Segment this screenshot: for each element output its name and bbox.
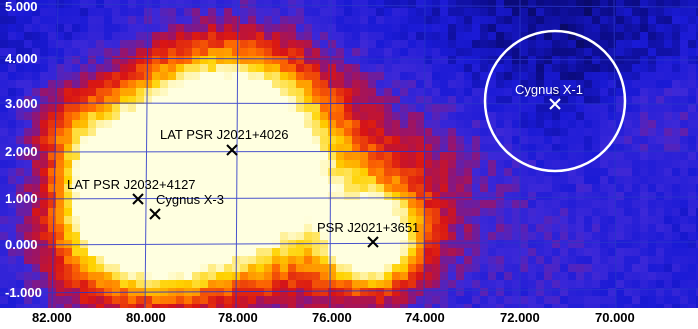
grid-line	[329, 0, 332, 308]
grid-line	[0, 57, 698, 61]
source-label: Cygnus X-3	[156, 192, 224, 207]
y-tick-label: -1.000	[5, 285, 42, 300]
x-tick-label: 78.000	[218, 310, 258, 325]
x-tick-label: 76.000	[312, 310, 352, 325]
x-marker-icon	[132, 193, 144, 205]
counts-map-image: 5.000 4.000 3.000 2.000 1.000 0.000 -1.0…	[0, 0, 698, 308]
grid-line	[613, 0, 617, 308]
grid-line	[0, 102, 698, 105]
source-label: LAT PSR J2021+4026	[160, 127, 289, 142]
x-tick-label: 80.000	[126, 310, 166, 325]
grid-line	[0, 3, 698, 8]
x-marker-icon	[549, 98, 561, 110]
heatmap-canvas	[0, 0, 698, 308]
x-tick-label: 74.000	[405, 310, 445, 325]
y-tick-label: 5.000	[5, 0, 38, 14]
grid-line	[423, 0, 426, 308]
grid-line	[0, 288, 698, 294]
x-tick-label: 70.000	[595, 310, 635, 325]
x-marker-icon	[226, 144, 238, 156]
source-label: Cygnus X-1	[515, 82, 583, 97]
y-tick-label: 3.000	[5, 96, 38, 111]
source-label: PSR J2021+3651	[317, 220, 420, 235]
source-label: LAT PSR J2032+4127	[67, 177, 196, 192]
grid-line	[0, 196, 698, 200]
x-tick-label: 82.000	[32, 310, 72, 325]
grid-line	[144, 0, 149, 308]
grid-line	[0, 241, 698, 246]
x-marker-icon	[367, 236, 379, 248]
y-tick-label: 0.000	[5, 237, 38, 252]
y-tick-label: 2.000	[5, 144, 38, 159]
x-marker-icon	[149, 208, 161, 220]
y-tick-label: 1.000	[5, 191, 38, 206]
grid-line	[51, 0, 59, 308]
y-tick-label: 4.000	[5, 51, 38, 66]
grid-line	[0, 150, 698, 153]
cygnus-x1-region-circle	[483, 29, 627, 173]
x-tick-label: 72.000	[500, 310, 540, 325]
coordinate-grid-overlay	[0, 0, 698, 308]
grid-lines	[0, 0, 698, 308]
